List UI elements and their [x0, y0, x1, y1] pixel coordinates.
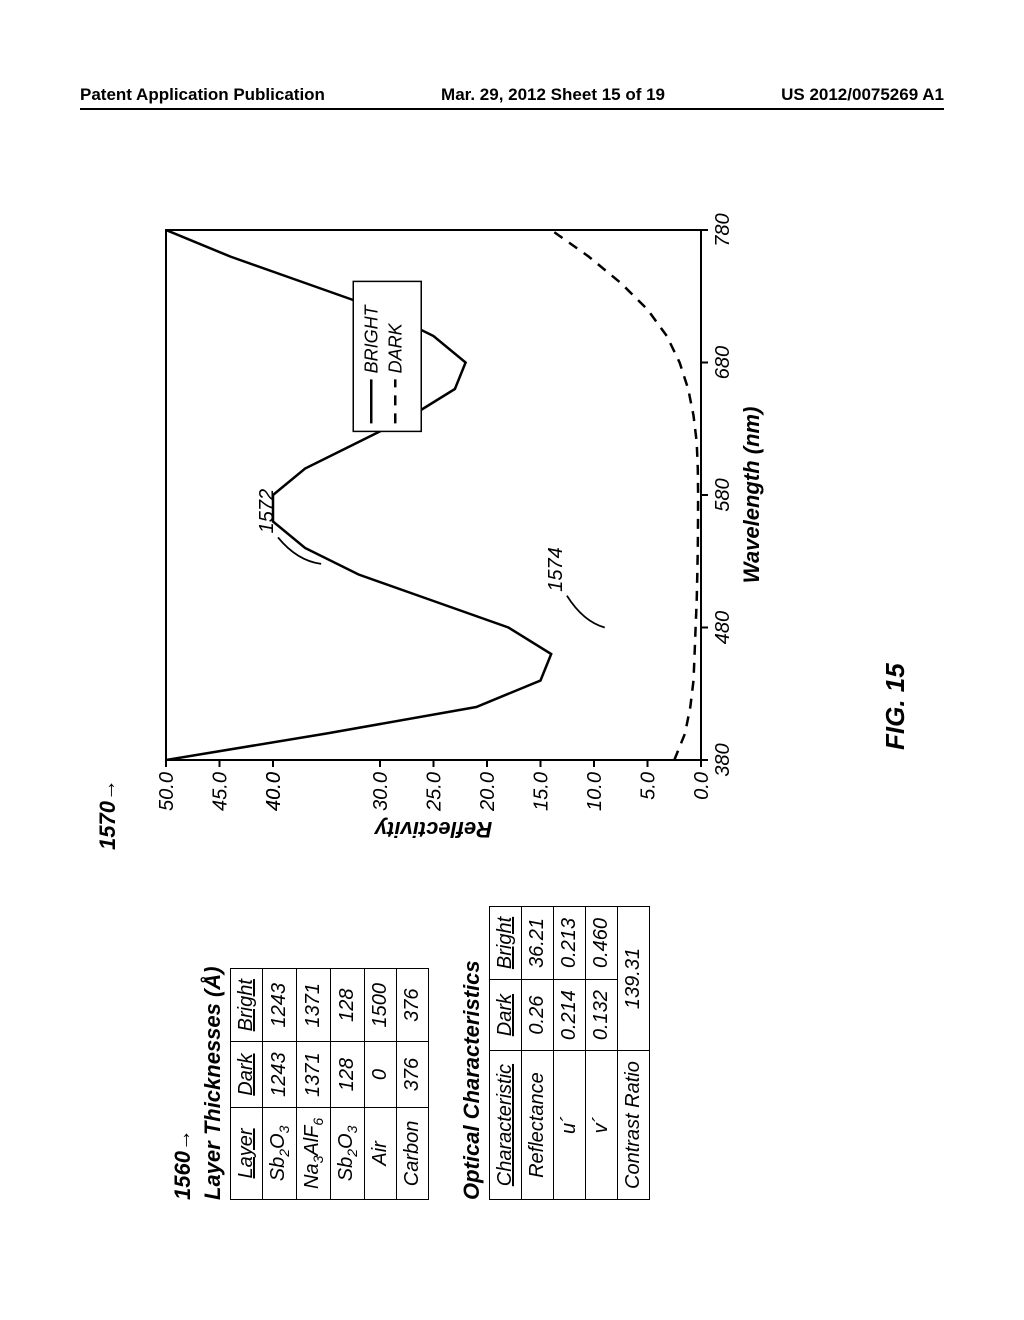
figure-area: 1560→ Layer Thicknesses (Å) Layer Dark B…	[0, 245, 1024, 1135]
chart-callout: 1574	[545, 547, 567, 592]
table-row: Na3AlF613711371	[297, 969, 331, 1200]
cell-bright: 36.21	[522, 906, 554, 979]
cell-bright: 128	[331, 969, 365, 1042]
cell-dark: 376	[397, 1042, 429, 1108]
cell-dark: 128	[331, 1042, 365, 1108]
svg-text:Reflectivity: Reflectivity	[373, 817, 492, 842]
table-row: u´0.2140.213	[554, 906, 586, 1199]
cell-bright: 0.213	[554, 906, 586, 979]
col-bright: Bright	[231, 969, 263, 1042]
header-rule	[80, 108, 944, 110]
svg-text:45.0: 45.0	[210, 772, 232, 811]
table-row: v´0.1320.460	[586, 906, 618, 1199]
cell-dark: 0	[365, 1042, 397, 1108]
svg-text:680: 680	[712, 346, 734, 379]
cell-layer: Sb2O3	[331, 1107, 365, 1199]
cell-bright: 0.460	[586, 906, 618, 979]
cell-layer: Carbon	[397, 1107, 429, 1199]
svg-text:380: 380	[712, 743, 734, 776]
table-row: Sb2O3128128	[331, 969, 365, 1200]
svg-text:15.0: 15.0	[531, 772, 553, 811]
table-header-row: Characteristic Dark Bright	[490, 906, 522, 1199]
layer-table-title: Layer Thicknesses (Å)	[200, 900, 226, 1200]
svg-text:Wavelength (nm): Wavelength (nm)	[739, 407, 764, 584]
svg-text:25.0: 25.0	[424, 772, 446, 812]
cell-bright: 376	[397, 969, 429, 1042]
col-dark: Dark	[231, 1042, 263, 1108]
cell-dark: 0.214	[554, 980, 586, 1051]
col-characteristic: Characteristic	[490, 1051, 522, 1200]
optical-table-title: Optical Characteristics	[459, 900, 485, 1200]
optical-characteristics-table: Characteristic Dark Bright Reflectance0.…	[489, 906, 650, 1200]
cell-characteristic: u´	[554, 1051, 586, 1200]
page-header: Patent Application Publication Mar. 29, …	[80, 85, 944, 105]
layer-thickness-table: Layer Dark Bright Sb2O312431243Na3AlF613…	[230, 968, 429, 1200]
cell-bright: 1500	[365, 969, 397, 1042]
contrast-value: 139.31	[618, 906, 650, 1050]
svg-text:40.0: 40.0	[263, 772, 285, 811]
svg-text:20.0: 20.0	[477, 772, 499, 812]
chart-block: 1570→ 0.05.010.015.020.025.030.040.040.0…	[95, 210, 771, 850]
col-bright: Bright	[490, 906, 522, 979]
svg-text:50.0: 50.0	[156, 772, 178, 811]
tables-block: 1560→ Layer Thicknesses (Å) Layer Dark B…	[170, 900, 680, 1200]
cell-dark: 1371	[297, 1042, 331, 1108]
cell-dark: 0.132	[586, 980, 618, 1051]
cell-bright: 1371	[297, 969, 331, 1042]
table-row: Reflectance0.2636.21	[522, 906, 554, 1199]
header-left: Patent Application Publication	[80, 85, 325, 105]
svg-text:BRIGHT: BRIGHT	[361, 303, 381, 373]
cell-bright: 1243	[263, 969, 297, 1042]
col-layer: Layer	[231, 1107, 263, 1199]
table-header-row: Layer Dark Bright	[231, 969, 263, 1200]
cell-layer: Sb2O3	[263, 1107, 297, 1199]
svg-text:30.0: 30.0	[370, 772, 392, 811]
table-row: Sb2O312431243	[263, 969, 297, 1200]
tables-ref: 1560→	[170, 900, 196, 1200]
chart-ref: 1570→	[95, 210, 121, 850]
figure-number: FIG. 15	[880, 663, 911, 750]
table-row: Air01500	[365, 969, 397, 1200]
header-right: US 2012/0075269 A1	[781, 85, 944, 105]
svg-text:10.0: 10.0	[584, 772, 606, 811]
svg-text:780: 780	[712, 213, 734, 246]
cell-layer: Air	[365, 1107, 397, 1199]
col-dark: Dark	[490, 980, 522, 1051]
cell-dark: 0.26	[522, 980, 554, 1051]
svg-text:580: 580	[712, 478, 734, 511]
header-center: Mar. 29, 2012 Sheet 15 of 19	[441, 85, 665, 105]
svg-text:DARK: DARK	[385, 322, 405, 373]
cell-characteristic: Reflectance	[522, 1051, 554, 1200]
svg-text:5.0: 5.0	[638, 772, 660, 800]
cell-characteristic: v´	[586, 1051, 618, 1200]
chart-callout: 1572	[256, 489, 278, 534]
reflectivity-chart: 0.05.010.015.020.025.030.040.040.045.050…	[126, 210, 766, 850]
svg-text:0.0: 0.0	[691, 772, 713, 800]
contrast-label: Contrast Ratio	[618, 1051, 650, 1200]
table-row: Carbon376376	[397, 969, 429, 1200]
contrast-ratio-row: Contrast Ratio 139.31	[618, 906, 650, 1199]
cell-dark: 1243	[263, 1042, 297, 1108]
svg-text:480: 480	[712, 611, 734, 644]
cell-layer: Na3AlF6	[297, 1107, 331, 1199]
